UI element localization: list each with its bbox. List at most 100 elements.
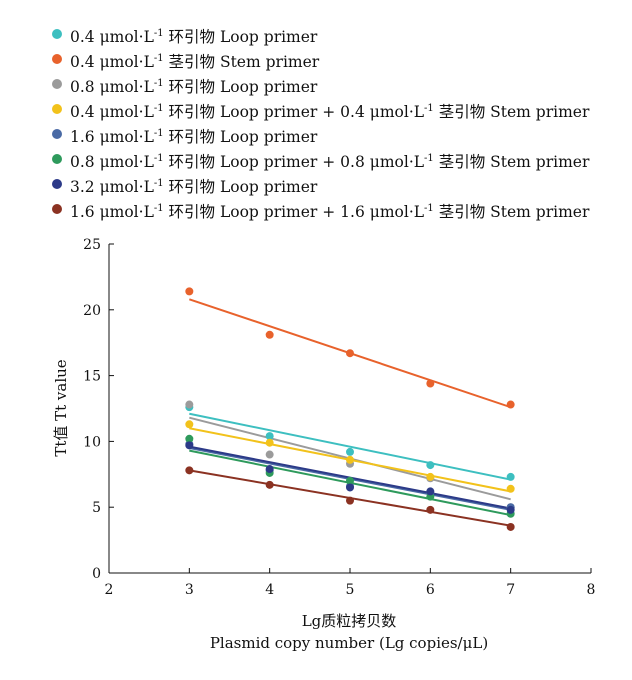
data-points: [185, 287, 515, 531]
data-point: [185, 466, 194, 475]
legend-text: 环引物 Loop primer: [163, 28, 318, 47]
legend-marker: [52, 79, 62, 89]
legend-item: 1.6 μmol·L-1 环引物 Loop primer: [52, 124, 622, 149]
legend-superscript: -1: [153, 203, 164, 214]
legend-item: 0.8 μmol·L-1 环引物 Loop primer + 0.8 μmol·…: [52, 149, 622, 174]
legend-text: 0.4 μmol·L: [70, 53, 154, 72]
data-point: [265, 450, 274, 459]
legend-superscript: -1: [153, 28, 164, 39]
x-tick-label: 2: [105, 582, 114, 598]
data-point: [346, 447, 354, 456]
y-tick-label: 25: [83, 237, 101, 253]
legend-text: 1.6 μmol·L: [70, 203, 154, 222]
y-tick-label: 0: [92, 566, 101, 582]
x-tick-label: 7: [506, 582, 515, 598]
x-axis-title-en: Plasmid copy number (Lg copies/μL): [210, 634, 488, 652]
legend-item: 0.4 μmol·L-1 环引物 Loop primer + 0.4 μmol·…: [52, 99, 622, 124]
legend-marker: [52, 54, 62, 64]
legend-marker: [52, 179, 62, 189]
legend-marker: [52, 129, 62, 139]
legend-superscript: -1: [424, 103, 434, 114]
data-point: [265, 432, 274, 441]
data-point: [265, 330, 274, 339]
data-point: [185, 287, 194, 296]
legend-text: 茎引物 Stem primer: [433, 103, 590, 122]
legend-superscript: -1: [424, 203, 434, 214]
legend-label: 0.8 μmol·L-1 环引物 Loop primer + 0.8 μmol·…: [70, 153, 589, 171]
data-point: [265, 465, 274, 474]
data-point: [506, 472, 515, 481]
legend-text: 0.8 μmol·L: [70, 153, 154, 172]
legend-text: 0.4 μmol·L: [70, 103, 154, 122]
y-tick-label: 10: [83, 434, 101, 450]
data-point: [346, 476, 354, 485]
legend-marker: [52, 204, 62, 214]
data-point: [426, 487, 435, 496]
legend-text: 茎引物 Stem primer: [433, 203, 590, 222]
legend-label: 0.4 μmol·L-1 环引物 Loop primer + 0.4 μmol·…: [70, 103, 589, 121]
legend-item: 1.6 μmol·L-1 环引物 Loop primer + 1.6 μmol·…: [52, 199, 622, 224]
legend-text: 环引物 Loop primer: [163, 78, 318, 97]
legend-text: 环引物 Loop primer + 1.6 μmol·L: [163, 203, 425, 222]
data-point: [346, 483, 354, 492]
legend-text: 环引物 Loop primer: [163, 128, 318, 147]
legend-label: 0.8 μmol·L-1 环引物 Loop primer: [70, 78, 317, 96]
data-point: [185, 441, 194, 450]
legend-text: 茎引物 Stem primer: [433, 153, 590, 172]
legend-text: 环引物 Loop primer: [163, 178, 318, 197]
data-point: [185, 400, 194, 409]
data-point: [426, 505, 435, 514]
data-point: [265, 480, 274, 489]
legend-text: 环引物 Loop primer + 0.4 μmol·L: [163, 103, 425, 122]
data-point: [346, 455, 354, 464]
x-tick-label: 5: [346, 582, 355, 598]
data-point: [426, 461, 435, 470]
data-point: [346, 496, 354, 505]
legend-item: 3.2 μmol·L-1 环引物 Loop primer: [52, 174, 622, 199]
data-point: [346, 349, 354, 358]
legend-item: 0.4 μmol·L-1 环引物 Loop primer: [52, 24, 622, 49]
legend-superscript: -1: [153, 103, 164, 114]
data-point: [426, 472, 435, 481]
data-point: [506, 400, 515, 409]
data-point: [185, 420, 194, 429]
data-point: [506, 505, 515, 514]
x-tick-label: 8: [587, 582, 596, 598]
legend-superscript: -1: [153, 178, 164, 189]
data-point: [265, 438, 274, 447]
legend-superscript: -1: [424, 153, 434, 164]
y-tick-label: 15: [83, 369, 101, 385]
legend-superscript: -1: [153, 53, 164, 64]
legend-text: 0.8 μmol·L: [70, 78, 154, 97]
x-tick-label: 3: [185, 582, 194, 598]
legend-label: 0.4 μmol·L-1 茎引物 Stem primer: [70, 53, 319, 71]
y-tick-label: 20: [83, 303, 101, 319]
legend-label: 1.6 μmol·L-1 环引物 Loop primer + 1.6 μmol·…: [70, 203, 589, 221]
data-point: [506, 484, 515, 493]
legend-label: 1.6 μmol·L-1 环引物 Loop primer: [70, 128, 317, 146]
legend-superscript: -1: [153, 128, 164, 139]
axes: 2 3 4 5 6 7 8 0 5 10 15 20 25: [83, 237, 595, 598]
data-point: [426, 379, 435, 388]
legend-text: 1.6 μmol·L: [70, 128, 154, 147]
legend-marker: [52, 154, 62, 164]
legend: 0.4 μmol·L-1 环引物 Loop primer 0.4 μmol·L-1…: [52, 24, 622, 224]
x-axis-title: Lg质粒拷贝数: [302, 612, 397, 630]
data-point: [185, 434, 194, 443]
legend-label: 3.2 μmol·L-1 环引物 Loop primer: [70, 178, 317, 196]
trend-line: [189, 412, 511, 481]
x-tick-label: 6: [426, 582, 435, 598]
legend-label: 0.4 μmol·L-1 环引物 Loop primer: [70, 28, 317, 46]
legend-marker: [52, 104, 62, 114]
y-tick-label: 5: [92, 500, 101, 516]
legend-superscript: -1: [153, 153, 164, 164]
legend-item: 0.4 μmol·L-1 茎引物 Stem primer: [52, 49, 622, 74]
legend-text: 环引物 Loop primer + 0.8 μmol·L: [163, 153, 425, 172]
fit-lines: [189, 298, 511, 527]
legend-text: 3.2 μmol·L: [70, 178, 154, 197]
legend-text: 茎引物 Stem primer: [163, 53, 320, 72]
data-point: [506, 522, 515, 531]
legend-marker: [52, 29, 62, 39]
legend-text: 0.4 μmol·L: [70, 28, 154, 47]
